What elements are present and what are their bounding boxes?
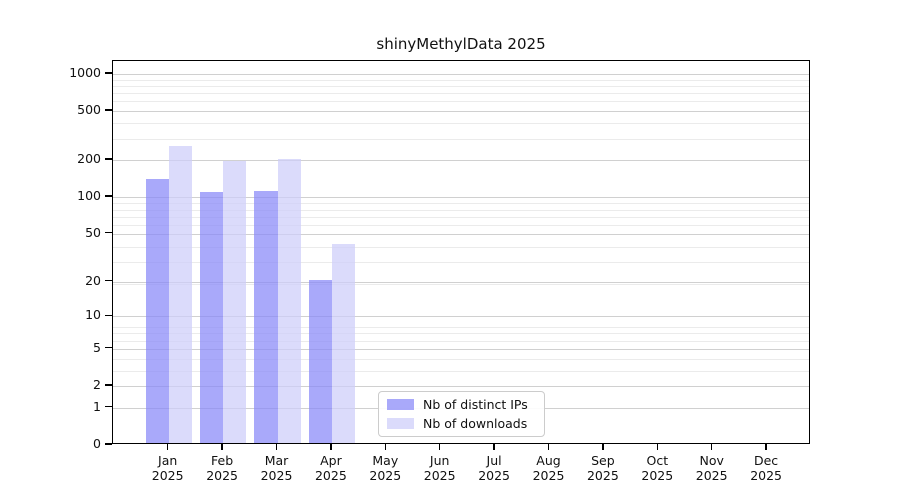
gridline-minor — [113, 85, 809, 87]
gridline-major — [113, 281, 809, 283]
y-tick-mark — [105, 314, 112, 316]
bar-mar-distinct-ips — [254, 191, 278, 443]
y-tick-mark — [105, 195, 112, 197]
bar-jan-downloads — [168, 145, 192, 443]
y-tick-mark — [105, 279, 112, 282]
y-tick-label: 0 — [93, 436, 101, 451]
y-tick-label: 20 — [85, 272, 101, 288]
x-tick-mark — [602, 444, 604, 450]
x-tick-mark — [167, 444, 169, 450]
gridline-minor — [113, 203, 809, 205]
gridline-major — [113, 197, 809, 199]
gridline-major — [113, 386, 809, 387]
gridline-minor — [113, 123, 809, 125]
y-tick-mark — [105, 347, 112, 349]
bar-feb-downloads — [223, 160, 247, 443]
legend-label-distinct-ips: Nb of distinct IPs — [423, 397, 528, 412]
gridline-major — [113, 316, 809, 318]
x-tick-mark — [711, 444, 713, 450]
y-tick-label: 1000 — [69, 64, 101, 80]
x-tick-mark — [765, 444, 767, 450]
gridline-major — [113, 233, 809, 235]
y-tick-label: 5 — [93, 339, 101, 355]
y-tick-mark — [105, 443, 112, 445]
gridline-minor — [113, 262, 809, 264]
y-tick-mark — [105, 384, 112, 386]
legend: Nb of distinct IPs Nb of downloads — [378, 391, 545, 437]
y-tick-label: 10 — [85, 307, 101, 323]
y-tick-label: 100 — [77, 188, 101, 204]
gridline-minor — [113, 246, 809, 248]
x-tick-label-mar: Mar 2025 — [260, 453, 293, 483]
gridline-minor — [113, 340, 809, 342]
y-tick-label: 500 — [77, 102, 101, 118]
y-tick-mark — [105, 406, 112, 408]
gridline-minor — [113, 101, 809, 103]
x-tick-label-sep: Sep 2025 — [586, 453, 619, 483]
x-tick-mark — [330, 444, 332, 450]
bar-mar-downloads — [277, 158, 301, 443]
legend-item-downloads: Nb of downloads — [387, 416, 536, 431]
gridline-minor — [113, 327, 809, 328]
y-tick-label: 2 — [93, 377, 101, 392]
legend-item-distinct-ips: Nb of distinct IPs — [387, 397, 536, 412]
gridline-major — [113, 73, 809, 75]
x-tick-label-jul: Jul 2025 — [478, 453, 510, 483]
x-tick-mark — [493, 444, 495, 450]
legend-swatch-distinct-ips — [387, 399, 414, 410]
bar-jan-distinct-ips — [145, 179, 169, 443]
x-tick-mark — [656, 444, 658, 450]
gridline-minor — [113, 225, 809, 227]
gridline-minor — [113, 370, 809, 372]
x-tick-label-dec: Dec 2025 — [750, 453, 782, 483]
gridline-minor — [113, 138, 809, 140]
gridline-minor — [113, 216, 809, 218]
x-tick-label-oct: Oct 2025 — [641, 453, 674, 483]
bar-apr-downloads — [331, 243, 356, 443]
x-tick-mark — [275, 444, 278, 450]
legend-swatch-downloads — [387, 418, 414, 429]
bar-feb-distinct-ips — [199, 191, 224, 443]
y-tick-mark — [105, 232, 112, 234]
y-tick-label: 1 — [93, 398, 101, 414]
x-tick-mark — [221, 444, 223, 450]
gridline-minor — [113, 358, 809, 360]
chart-title: shinyMethylData 2025 — [376, 35, 546, 53]
gridline-major — [113, 160, 809, 162]
x-tick-mark — [439, 444, 441, 450]
x-tick-label-aug: Aug 2025 — [532, 453, 565, 483]
gridline-minor — [113, 284, 809, 286]
bars-layer — [113, 61, 809, 443]
gridline-major — [113, 111, 809, 113]
gridline-minor — [113, 79, 809, 81]
x-tick-label-jun: Jun 2025 — [423, 453, 456, 483]
gridline-minor — [113, 209, 809, 211]
x-tick-label-nov: Nov 2025 — [695, 453, 728, 483]
x-tick-label-apr: Apr 2025 — [314, 453, 347, 483]
x-tick-mark — [547, 444, 550, 450]
bar-apr-distinct-ips — [308, 279, 332, 443]
gridline-major — [113, 348, 809, 350]
y-tick-label: 50 — [85, 224, 101, 240]
x-tick-mark — [384, 444, 386, 450]
y-tick-label: 200 — [77, 151, 101, 167]
y-tick-mark — [105, 109, 112, 111]
y-tick-mark — [105, 158, 112, 160]
gridline-minor — [113, 333, 809, 335]
y-tick-mark — [105, 72, 112, 74]
x-tick-label-jan: Jan 2025 — [151, 453, 184, 483]
x-tick-label-may: May 2025 — [369, 453, 402, 483]
x-tick-label-feb: Feb 2025 — [206, 453, 238, 483]
legend-label-downloads: Nb of downloads — [423, 416, 528, 431]
plot-area — [112, 60, 810, 444]
gridline-minor — [113, 93, 809, 95]
